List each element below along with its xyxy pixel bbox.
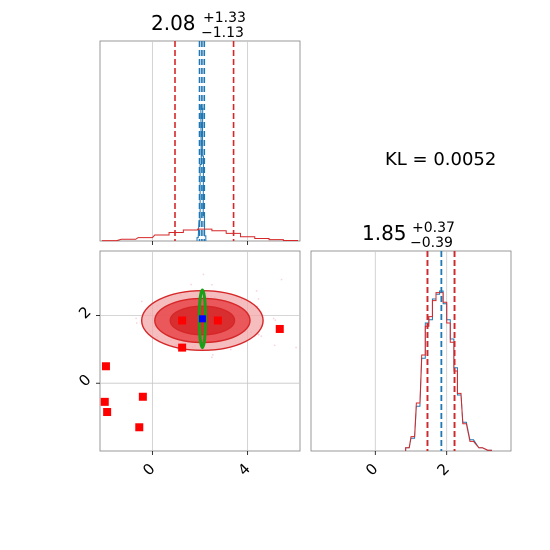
joint-red-square-point (275, 324, 284, 333)
joint-scatter-dot (140, 300, 143, 303)
joint-red-square-point (135, 423, 144, 432)
joint-scatter-dot (272, 317, 275, 320)
marginal-y-x-tick-label: 0 (362, 460, 381, 479)
marginal-x-interval-lines (174, 41, 235, 241)
joint-scatter-dot (280, 278, 283, 281)
marginal-y-grid (374, 251, 448, 451)
joint-red-square-point (103, 408, 112, 417)
joint-scatter-dot (211, 353, 214, 356)
joint-scatter-dot (210, 283, 213, 286)
joint-scatter-dot (210, 356, 213, 359)
joint-red-square-point (178, 316, 187, 325)
joint-scatter-dot (135, 322, 138, 324)
joint-scatter-dot (295, 346, 297, 349)
joint-red-points (100, 316, 284, 432)
marginal-x-ticks (151, 241, 249, 245)
joint-red-square-point (100, 397, 109, 406)
joint-scatter-dot (273, 344, 276, 347)
marginal-y-x-tick-label: 2 (433, 460, 452, 479)
joint-scatter-dot (257, 298, 260, 300)
marginal-x-grid (151, 41, 249, 241)
joint-y-tick-label: 0 (75, 371, 94, 390)
marginal-x-title-plus: +1.33 (203, 10, 246, 26)
joint-y-tick-label: 2 (75, 303, 94, 322)
joint-scatter-dot (229, 348, 232, 351)
joint-x-tick-label: 0 (139, 460, 158, 479)
marginal-y-histograms (405, 290, 492, 451)
marginal-x-title-value: 2.08 (151, 11, 196, 35)
joint-blue-square-point (198, 315, 206, 323)
joint-red-square-point (213, 316, 222, 325)
marginal-x-panel: 2.08 +1.33 −1.13 (99, 10, 301, 245)
joint-scatter-dot (135, 317, 138, 320)
marginal-y-interval-lines (426, 251, 456, 451)
marginal-y-title-plus: +0.37 (412, 220, 455, 236)
marginal-y-title-minus: −0.39 (410, 235, 453, 251)
joint-scatter-dot (260, 335, 263, 337)
kl-divergence-label: KL = 0.0052 (385, 149, 496, 170)
marginal-x-histogram-red (101, 228, 299, 242)
joint-panel: 0 4 0 2 (75, 250, 301, 479)
marginal-y-title-value: 1.85 (362, 221, 407, 245)
joint-green-ellipse (197, 288, 207, 350)
joint-scatter-dot (190, 283, 193, 286)
joint-red-square-point (138, 392, 147, 401)
joint-red-square-point (178, 343, 187, 352)
marginal-y-frame (310, 250, 512, 452)
joint-scatter-dot (202, 273, 205, 276)
joint-x-tick-label: 4 (234, 460, 253, 479)
joint-scatter-dot (274, 319, 277, 322)
joint-scatter-dot (255, 290, 258, 292)
marginal-y-histogram-red (405, 292, 492, 451)
joint-red-square-point (101, 362, 110, 371)
marginal-x-title-minus: −1.13 (201, 25, 244, 41)
